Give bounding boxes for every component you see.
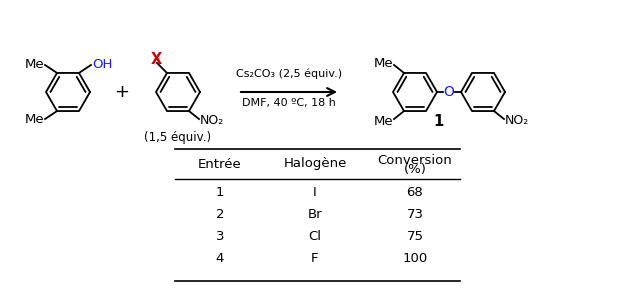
Text: OH: OH [92, 59, 112, 72]
Text: 100: 100 [402, 252, 428, 265]
Text: 4: 4 [216, 252, 224, 265]
Text: I: I [313, 186, 317, 198]
Text: 75: 75 [407, 230, 423, 242]
Text: +: + [114, 83, 130, 101]
Text: DMF, 40 ºC, 18 h: DMF, 40 ºC, 18 h [242, 98, 336, 108]
Text: Cl: Cl [308, 230, 321, 242]
Text: (1,5 équiv.): (1,5 équiv.) [145, 130, 211, 143]
Text: Conversion: Conversion [378, 154, 452, 168]
Text: Halogène: Halogène [283, 157, 347, 170]
Text: X: X [150, 53, 162, 67]
Text: F: F [311, 252, 319, 265]
Text: Me: Me [373, 115, 393, 127]
Text: Me: Me [24, 59, 44, 72]
Text: Me: Me [24, 113, 44, 126]
Text: NO₂: NO₂ [200, 113, 224, 127]
Text: 68: 68 [407, 186, 423, 198]
Text: 1: 1 [433, 113, 443, 129]
Text: O: O [444, 85, 454, 99]
Text: Cs₂CO₃ (2,5 équiv.): Cs₂CO₃ (2,5 équiv.) [236, 69, 342, 79]
Text: 1: 1 [216, 186, 224, 198]
Text: 2: 2 [216, 208, 224, 220]
Text: 73: 73 [407, 208, 423, 220]
Text: Me: Me [373, 57, 393, 70]
Text: Br: Br [308, 208, 323, 220]
Text: (%): (%) [404, 164, 426, 176]
Text: Entrée: Entrée [198, 157, 242, 170]
Text: NO₂: NO₂ [505, 113, 529, 127]
Text: 3: 3 [216, 230, 224, 242]
